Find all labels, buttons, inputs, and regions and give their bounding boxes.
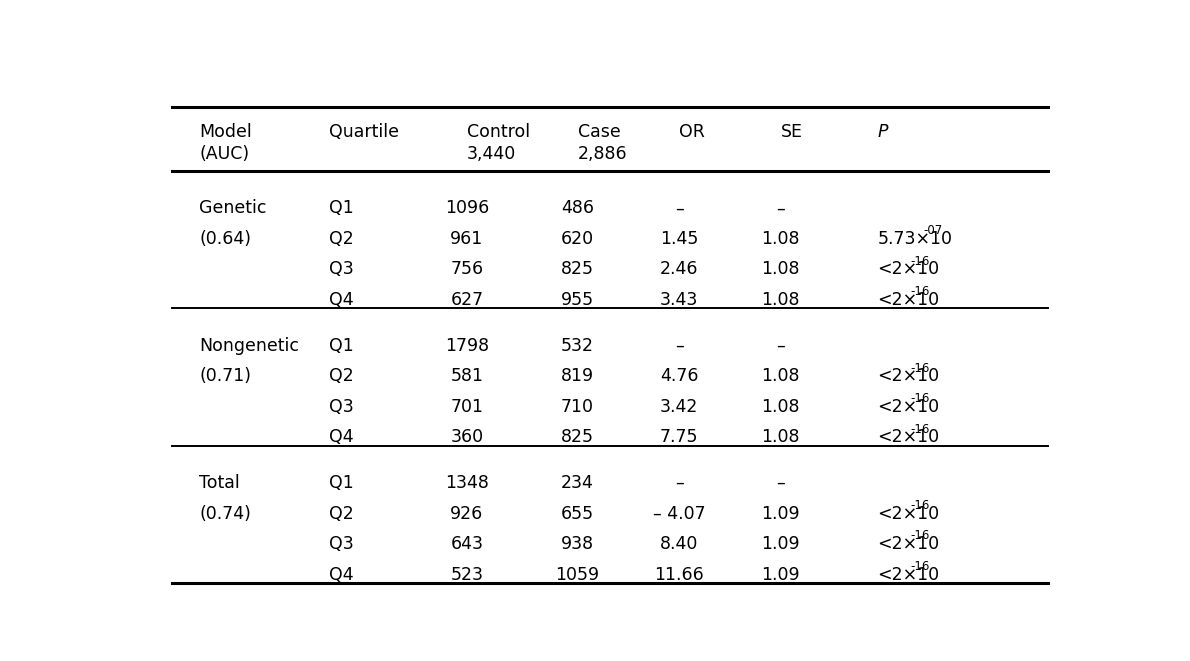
Text: 532: 532 [562,336,594,355]
Text: -16: -16 [910,560,929,573]
Text: 620: 620 [560,230,594,248]
Text: <2×10: <2×10 [877,428,939,446]
Text: Q2: Q2 [328,368,353,385]
Text: (0.64): (0.64) [200,230,251,248]
Text: Model: Model [200,123,252,141]
Text: -07: -07 [923,224,942,237]
Text: Total: Total [200,474,240,492]
Text: <2×10: <2×10 [877,566,939,584]
Text: -16: -16 [910,529,929,543]
Text: (AUC): (AUC) [200,145,250,163]
Text: 1096: 1096 [445,200,489,217]
Text: 643: 643 [451,535,483,553]
Text: 360: 360 [450,428,483,446]
Text: 819: 819 [560,368,594,385]
Text: 701: 701 [451,398,483,416]
Text: Q2: Q2 [328,504,353,523]
Text: Q3: Q3 [328,398,353,416]
Text: –: – [675,474,683,492]
Text: 3.43: 3.43 [660,291,699,309]
Text: 3,440: 3,440 [466,145,516,163]
Text: Q1: Q1 [328,474,353,492]
Text: 756: 756 [450,260,483,278]
Text: 627: 627 [450,291,483,309]
Text: 234: 234 [562,474,594,492]
Text: 938: 938 [560,535,594,553]
Text: <2×10: <2×10 [877,291,939,309]
Text: <2×10: <2×10 [877,368,939,385]
Text: Genetic: Genetic [200,200,267,217]
Text: 1.45: 1.45 [660,230,699,248]
Text: –: – [675,200,683,217]
Text: 1.08: 1.08 [762,230,800,248]
Text: 1348: 1348 [445,474,489,492]
Text: Quartile: Quartile [328,123,399,141]
Text: Q3: Q3 [328,260,353,278]
Text: Q4: Q4 [328,291,353,309]
Text: <2×10: <2×10 [877,260,939,278]
Text: 825: 825 [562,428,594,446]
Text: -16: -16 [910,422,929,436]
Text: -16: -16 [910,254,929,268]
Text: <2×10: <2×10 [877,535,939,553]
Text: (0.74): (0.74) [200,504,251,523]
Text: 7.75: 7.75 [659,428,699,446]
Text: Q2: Q2 [328,230,353,248]
Text: 1.08: 1.08 [762,260,800,278]
Text: 8.40: 8.40 [660,535,699,553]
Text: 825: 825 [562,260,594,278]
Text: –: – [675,336,683,355]
Text: Q1: Q1 [328,200,353,217]
Text: 655: 655 [560,504,594,523]
Text: – 4.07: – 4.07 [653,504,706,523]
Text: 1.08: 1.08 [762,398,800,416]
Text: 926: 926 [450,504,483,523]
Text: 1.09: 1.09 [762,504,800,523]
Text: 1.09: 1.09 [762,566,800,584]
Text: 3.42: 3.42 [660,398,699,416]
Text: 961: 961 [450,230,483,248]
Text: (0.71): (0.71) [200,368,251,385]
Text: –: – [776,200,785,217]
Text: -16: -16 [910,362,929,375]
Text: –: – [776,336,785,355]
Text: 1.08: 1.08 [762,368,800,385]
Text: 486: 486 [562,200,594,217]
Text: 11.66: 11.66 [654,566,704,584]
Text: 710: 710 [562,398,594,416]
Text: -16: -16 [910,499,929,512]
Text: 2.46: 2.46 [659,260,699,278]
Text: 1798: 1798 [445,336,489,355]
Text: <2×10: <2×10 [877,504,939,523]
Text: 1.09: 1.09 [762,535,800,553]
Text: 955: 955 [560,291,594,309]
Text: -16: -16 [910,392,929,405]
Text: Case: Case [577,123,620,141]
Text: OR: OR [679,123,704,141]
Text: 581: 581 [451,368,483,385]
Text: 2,886: 2,886 [577,145,627,163]
Text: 5.73×10: 5.73×10 [877,230,952,248]
Text: Control: Control [466,123,530,141]
Text: P: P [877,123,888,141]
Text: 1.08: 1.08 [762,428,800,446]
Text: 1059: 1059 [556,566,600,584]
Text: 1.08: 1.08 [762,291,800,309]
Text: Q1: Q1 [328,336,353,355]
Text: 523: 523 [451,566,483,584]
Text: Q3: Q3 [328,535,353,553]
Text: <2×10: <2×10 [877,398,939,416]
Text: 4.76: 4.76 [659,368,699,385]
Text: Q4: Q4 [328,428,353,446]
Text: Q4: Q4 [328,566,353,584]
Text: SE: SE [781,123,802,141]
Text: –: – [776,474,785,492]
Text: -16: -16 [910,285,929,298]
Text: Nongenetic: Nongenetic [200,336,300,355]
